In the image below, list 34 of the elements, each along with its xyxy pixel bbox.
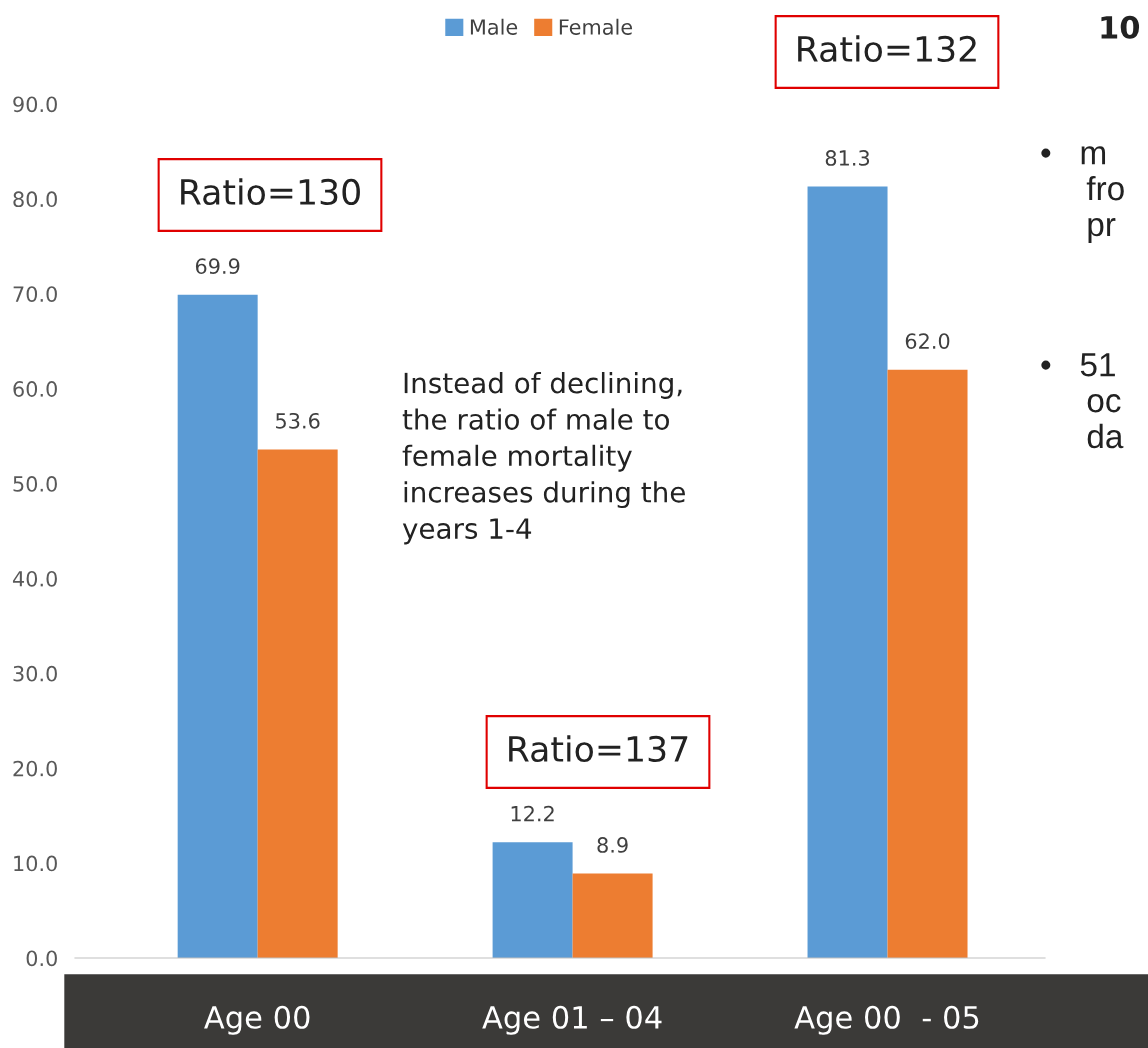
y-tick-label: 30.0 — [13, 665, 57, 682]
x-tick-label: Age 01 – 04 — [482, 1005, 662, 1035]
bar — [177, 294, 258, 958]
data-label: 53.6 — [276, 412, 320, 429]
y-tick-label: 10.0 — [14, 855, 57, 872]
y-tick-label: 60.0 — [13, 381, 57, 397]
y-tick-label: 20.0 — [13, 760, 57, 777]
annotation: Instead of declining, the ratio of male to female mortality increases during the years 1-4 — [402, 372, 685, 545]
bar — [887, 369, 968, 958]
legend-label: Male — [470, 18, 518, 35]
data-label: 12.2 — [511, 805, 554, 822]
bar — [572, 873, 653, 958]
data-label: 8.9 — [597, 837, 628, 853]
y-tick-label: 90.0 — [13, 96, 57, 113]
y-tick-label: 80.0 — [13, 191, 57, 208]
bar — [257, 449, 338, 958]
text: 10 — [1101, 15, 1140, 39]
bar — [807, 186, 888, 958]
data-label: 69.9 — [195, 258, 240, 275]
annotation: Ratio=137 — [509, 735, 688, 763]
y-tick-label: 0.0 — [26, 950, 57, 967]
data-label: 81.3 — [825, 150, 870, 166]
text: Ratio=132 — [798, 35, 976, 63]
annotation: • 51 oc da — [1041, 353, 1124, 449]
y-tick-label: 50.0 — [13, 476, 57, 492]
x-tick-label: Age 00 - 05 — [794, 1005, 979, 1035]
legend-label: Female — [559, 18, 633, 35]
y-tick-label: 70.0 — [13, 286, 57, 302]
bar — [492, 842, 573, 958]
y-tick-label: 40.0 — [12, 570, 57, 587]
annotation: • m fro pr — [1041, 146, 1124, 243]
data-label: 62.0 — [905, 333, 950, 349]
annotation: Ratio=130 — [181, 178, 360, 206]
x-tick-label: Age 00 — [204, 1005, 310, 1035]
